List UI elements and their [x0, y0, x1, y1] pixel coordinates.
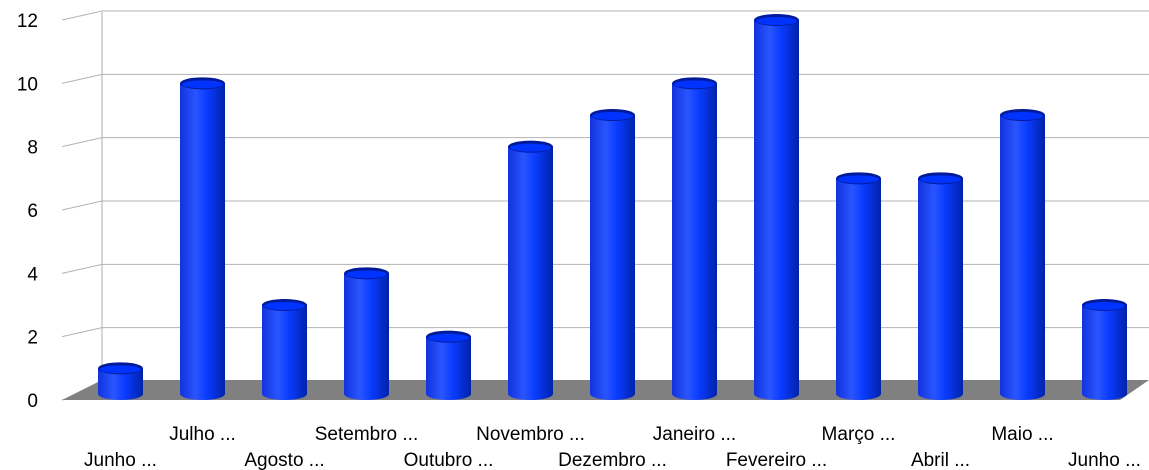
- bar: [918, 172, 963, 401]
- x-tick-label: Junho ...: [1068, 450, 1141, 470]
- bar-body: [426, 336, 471, 401]
- bar: [180, 77, 225, 401]
- bar-body: [1000, 115, 1045, 401]
- bar-body: [836, 178, 881, 401]
- gridline-depth: [61, 10, 103, 21]
- x-tick-label: Outubro ...: [404, 450, 494, 470]
- x-tick-label: Dezembro ...: [558, 450, 667, 470]
- bar: [1082, 299, 1127, 401]
- bar-cap-face: [674, 80, 715, 89]
- gridline-depth: [61, 327, 103, 338]
- y-tick-label: 10: [17, 74, 38, 95]
- x-tick-label: Setembro ...: [315, 424, 419, 445]
- bar-body: [180, 83, 225, 401]
- bar-cap-face: [264, 302, 305, 310]
- x-tick-label: Fevereiro ...: [726, 450, 827, 470]
- bar-body: [590, 115, 635, 401]
- bar: [1000, 109, 1045, 401]
- y-tick-label: 12: [17, 11, 38, 32]
- x-tick-label: Abril ...: [911, 450, 970, 470]
- gridline-depth: [61, 73, 103, 84]
- bar-cap-face: [1084, 302, 1125, 310]
- bar-body: [918, 178, 963, 401]
- bar-body: [754, 20, 799, 401]
- bar: [262, 299, 307, 401]
- x-tick-label: Julho ...: [169, 424, 236, 445]
- bar: [508, 140, 553, 401]
- bar: [344, 267, 389, 401]
- bars: [98, 14, 1127, 401]
- bar-cap-face: [100, 365, 141, 374]
- x-tick-label: Novembro ...: [476, 424, 585, 445]
- bar-body: [1082, 305, 1127, 401]
- y-axis-ticks: 0 2 4 6 8 10 12: [17, 11, 39, 412]
- bar-cap-face: [592, 112, 633, 120]
- bar-body: [672, 83, 717, 401]
- x-tick-label: Janeiro ...: [653, 424, 736, 445]
- bar-body: [508, 146, 553, 401]
- x-axis-labels: Junho ... Julho ... Agosto ... Setembro ...…: [84, 424, 1141, 470]
- bar-body: [98, 368, 143, 401]
- bar: [98, 362, 143, 401]
- bar-body: [262, 305, 307, 401]
- bar: [426, 330, 471, 401]
- bar-cap-face: [756, 17, 797, 25]
- bar: [754, 14, 799, 401]
- x-tick-label: Junho ...: [84, 450, 157, 470]
- bar: [590, 109, 635, 401]
- bar-cap-face: [428, 333, 469, 342]
- gridline-depth: [61, 263, 103, 274]
- bar: [672, 77, 717, 401]
- bar-cap-face: [920, 175, 961, 184]
- y-tick-label: 4: [27, 264, 38, 285]
- x-tick-label: Março ...: [822, 424, 896, 445]
- gridline-depth: [61, 200, 103, 211]
- y-tick-label: 0: [27, 391, 38, 412]
- y-tick-label: 8: [27, 138, 38, 159]
- bar-cap-face: [182, 80, 223, 89]
- bar-cap-face: [838, 175, 879, 184]
- y-tick-label: 6: [27, 201, 38, 222]
- y-tick-label: 2: [27, 328, 38, 349]
- x-tick-label: Maio ...: [991, 424, 1053, 445]
- x-tick-label: Agosto ...: [244, 450, 324, 470]
- bar-cap-face: [1002, 112, 1043, 120]
- bar-body: [344, 273, 389, 401]
- bar: [836, 172, 881, 401]
- bar-cap-face: [510, 143, 551, 152]
- gridline-depth: [61, 137, 103, 148]
- bar-cap-face: [346, 270, 387, 279]
